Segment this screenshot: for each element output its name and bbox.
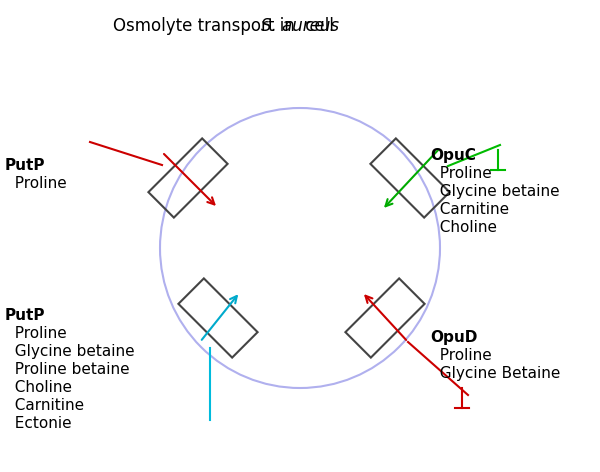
- Text: Carnitine: Carnitine: [5, 398, 84, 413]
- Text: Proline betaine: Proline betaine: [5, 362, 130, 377]
- Text: Proline: Proline: [5, 176, 67, 191]
- Text: Glycine betaine: Glycine betaine: [5, 344, 134, 359]
- Text: Glycine Betaine: Glycine Betaine: [430, 366, 560, 381]
- Text: Ectonie: Ectonie: [5, 416, 71, 431]
- Text: Glycine betaine: Glycine betaine: [430, 184, 560, 199]
- Text: Proline: Proline: [5, 326, 67, 341]
- Text: Osmolyte transport in: Osmolyte transport in: [113, 17, 300, 34]
- Text: Proline: Proline: [430, 166, 492, 181]
- Text: PutP: PutP: [5, 308, 46, 323]
- Text: OpuC: OpuC: [430, 148, 476, 163]
- Text: PutP: PutP: [5, 158, 46, 173]
- Text: Choline: Choline: [430, 220, 497, 235]
- Text: S. aureus: S. aureus: [261, 17, 339, 34]
- Text: cell: cell: [300, 17, 334, 34]
- Text: Choline: Choline: [5, 380, 72, 395]
- Text: OpuD: OpuD: [430, 330, 478, 345]
- Text: Carnitine: Carnitine: [430, 202, 509, 217]
- Text: Proline: Proline: [430, 348, 492, 363]
